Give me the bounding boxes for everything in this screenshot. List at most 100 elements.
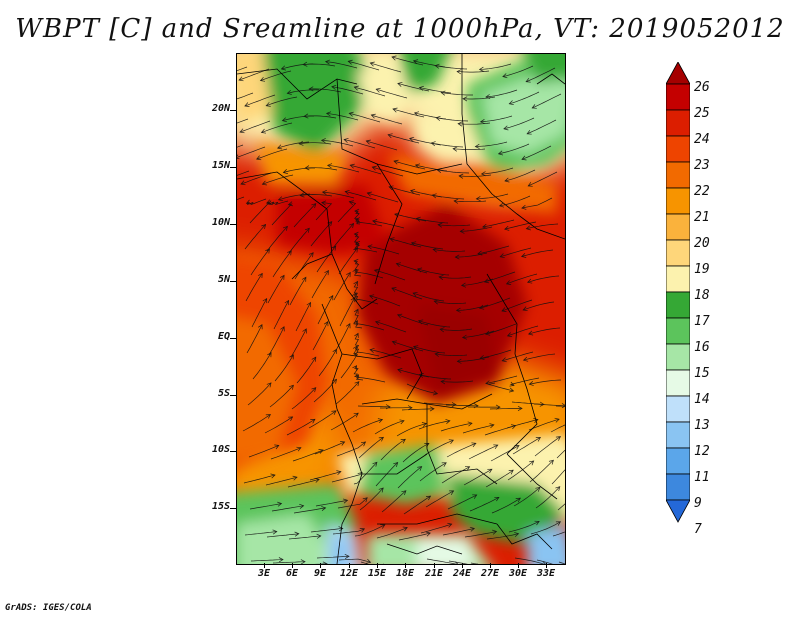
streamline-arrow — [311, 387, 317, 393]
lon-label-15e: 15E — [367, 568, 387, 579]
streamline-arrow — [457, 121, 463, 127]
streamline — [437, 169, 470, 174]
streamline-arrow — [352, 345, 358, 351]
streamline — [480, 349, 512, 359]
streamline — [317, 295, 334, 325]
colorbar-label: 16 — [694, 340, 710, 355]
streamline — [439, 276, 472, 279]
streamline — [426, 558, 458, 564]
lat-tick — [230, 451, 236, 452]
streamline-arrow — [508, 469, 514, 475]
streamline-arrow — [304, 227, 310, 233]
streamline — [529, 379, 562, 385]
streamline-arrow — [344, 189, 350, 195]
streamline — [521, 197, 553, 209]
streamline-arrow — [447, 522, 453, 528]
streamline-arrow — [483, 278, 490, 284]
streamline-arrow — [308, 252, 314, 258]
streamline-arrow — [262, 297, 268, 304]
colorbar-label: 13 — [694, 418, 710, 433]
streamline-arrow — [282, 169, 288, 174]
streamline-arrow — [520, 253, 527, 258]
streamline-arrow — [555, 486, 561, 492]
streamline-arrow — [306, 301, 311, 308]
streamline — [288, 535, 321, 540]
streamline-arrow — [441, 462, 447, 467]
lon-tick — [349, 563, 350, 568]
streamline-arrow — [267, 200, 273, 206]
streamline-arrow — [287, 250, 292, 256]
colorbar-label: 20 — [694, 236, 710, 251]
streamline — [388, 134, 420, 144]
streamline-arrow — [535, 437, 542, 442]
streamline-arrow — [555, 436, 561, 441]
streamline — [446, 442, 477, 458]
streamline — [533, 403, 565, 407]
streamline-arrow — [535, 486, 541, 492]
colorbar-band — [666, 291, 690, 319]
streamline — [419, 462, 447, 482]
streamline — [372, 220, 405, 229]
streamline-arrow — [349, 222, 355, 229]
streamline — [485, 89, 518, 98]
streamline — [288, 228, 310, 254]
streamline — [397, 83, 430, 92]
streamline — [525, 67, 556, 83]
streamline — [354, 524, 385, 537]
streamline — [310, 528, 343, 533]
streamline — [502, 65, 534, 77]
streamline — [485, 469, 514, 488]
streamline-arrow — [353, 412, 359, 418]
streamline-arrow — [299, 503, 305, 509]
streamline-arrow — [370, 113, 376, 119]
streamline — [247, 382, 272, 406]
colorbar-band — [666, 109, 690, 137]
lon-label-6e: 6E — [285, 568, 299, 579]
streamline — [419, 374, 452, 380]
streamline-arrow — [467, 421, 473, 427]
colorbar-label: 24 — [694, 132, 710, 147]
streamline — [250, 248, 270, 276]
streamline-arrow — [449, 490, 455, 495]
streamline — [396, 263, 428, 274]
streamline-arrow — [322, 561, 328, 564]
streamline-arrow — [391, 55, 397, 61]
streamline — [268, 326, 285, 356]
streamline-arrow — [373, 268, 380, 274]
streamline-arrow — [256, 155, 262, 161]
streamline — [392, 108, 425, 118]
streamline — [353, 260, 362, 277]
lat-tick — [230, 224, 236, 225]
streamline-arrow — [277, 501, 283, 507]
streamline-arrow — [508, 100, 514, 106]
streamline-arrow — [321, 200, 327, 206]
streamline-arrow — [529, 460, 535, 466]
streamline — [316, 555, 350, 559]
lat-tick — [230, 167, 236, 168]
streamline-arrow — [454, 561, 459, 564]
streamline-arrow — [348, 200, 354, 206]
streamline — [244, 531, 277, 536]
chart-title: WBPT [C] and Sreamline at 1000hPa, VT: 2… — [15, 14, 785, 44]
streamline — [295, 302, 311, 332]
streamline — [273, 300, 289, 330]
lat-tick — [230, 508, 236, 509]
streamline-arrow — [521, 155, 527, 161]
streamline — [358, 437, 384, 459]
streamline-arrow — [298, 140, 304, 146]
streamline-arrow — [414, 163, 421, 169]
streamline — [354, 242, 378, 253]
streamline-arrow — [352, 268, 357, 274]
streamline-arrow — [542, 561, 546, 564]
streamline-arrow — [525, 225, 531, 231]
lon-label-33e: 33E — [536, 568, 556, 579]
streamline-layer — [237, 55, 565, 564]
streamline — [418, 320, 451, 328]
streamline-arrow — [331, 410, 337, 416]
streamline — [462, 330, 495, 338]
streamline — [266, 533, 299, 538]
streamline-arrow — [261, 223, 267, 229]
streamline — [488, 382, 514, 392]
streamline — [266, 96, 298, 107]
streamline-arrow — [344, 553, 350, 559]
